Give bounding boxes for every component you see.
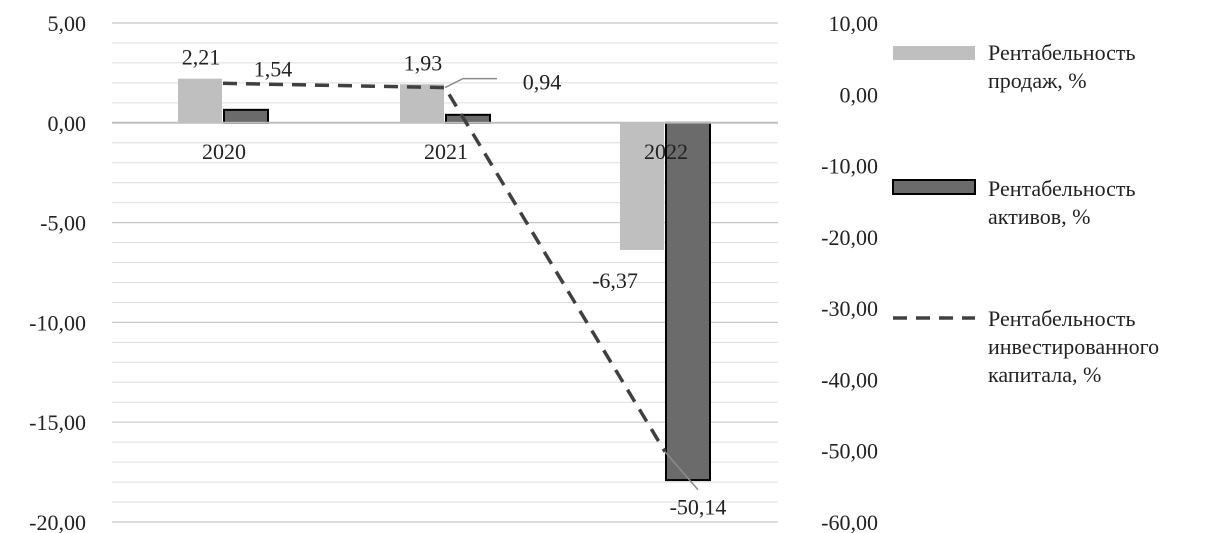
right-tick-label: 0,00 xyxy=(840,82,879,107)
data-labels: 2,21 1,93 -6,37 1,54 0,94 -50,14 xyxy=(182,45,727,520)
data-label-sales-2021: 1,93 xyxy=(404,50,443,75)
right-tick-label: 10,00 xyxy=(829,11,879,36)
bar-assets-profitability xyxy=(665,121,711,482)
category-label: 2020 xyxy=(202,139,246,164)
bar-sales-profitability xyxy=(400,84,444,123)
bar-assets-profitability xyxy=(445,113,491,124)
data-label-sales-2020: 2,21 xyxy=(182,45,221,70)
legend-label: Рентабельность xyxy=(988,176,1136,201)
legend-label: капитала, % xyxy=(988,362,1101,387)
bar-sales-profitability xyxy=(620,122,664,250)
left-axis: 5,00 0,00 -5,00 -10,00 -15,00 -20,00 xyxy=(29,11,86,533)
left-tick-label: -15,00 xyxy=(29,410,86,435)
data-label-invested-2021: 0,94 xyxy=(523,70,562,95)
line-invested-capital-profitability xyxy=(222,81,667,453)
legend: Рентабельность продаж, % Рентабельность акт… xyxy=(892,40,1159,387)
left-tick-label: 5,00 xyxy=(48,11,87,36)
line-series xyxy=(222,81,667,453)
legend-key-sales xyxy=(893,46,975,60)
category-labels: 2020 2021 2022 xyxy=(202,139,688,164)
legend-key-assets xyxy=(892,179,976,195)
left-tick-label: -10,00 xyxy=(29,310,86,335)
left-tick-label: -20,00 xyxy=(29,510,86,533)
right-tick-label: -10,00 xyxy=(821,154,878,179)
bars xyxy=(178,78,711,482)
category-label: 2022 xyxy=(644,139,688,164)
data-label-invested-2022: -50,14 xyxy=(670,495,727,520)
leader-line-2021 xyxy=(444,77,497,89)
data-label-sales-2022: -6,37 xyxy=(592,268,638,293)
left-tick-label: -5,00 xyxy=(40,211,86,236)
right-tick-label: -40,00 xyxy=(821,367,878,392)
right-tick-label: -30,00 xyxy=(821,296,878,321)
legend-label: инвестированного xyxy=(988,334,1159,359)
legend-label: продаж, % xyxy=(988,68,1087,93)
right-tick-label: -20,00 xyxy=(821,225,878,250)
right-axis: 10,00 0,00 -10,00 -20,00 -30,00 -40,00 -50,00 -… xyxy=(821,11,878,533)
right-tick-label: -50,00 xyxy=(821,439,878,464)
bar-assets-profitability xyxy=(223,108,269,124)
legend-label: Рентабельность xyxy=(988,306,1136,331)
left-tick-label: 0,00 xyxy=(48,111,87,136)
bar-sales-profitability xyxy=(178,78,222,123)
category-label: 2021 xyxy=(424,139,468,164)
data-label-assets-2020: 1,54 xyxy=(254,57,293,82)
leader-line-2022 xyxy=(664,451,699,491)
right-tick-label: -60,00 xyxy=(821,510,878,533)
legend-label: Рентабельность xyxy=(988,40,1136,65)
legend-label: активов, % xyxy=(988,204,1091,229)
